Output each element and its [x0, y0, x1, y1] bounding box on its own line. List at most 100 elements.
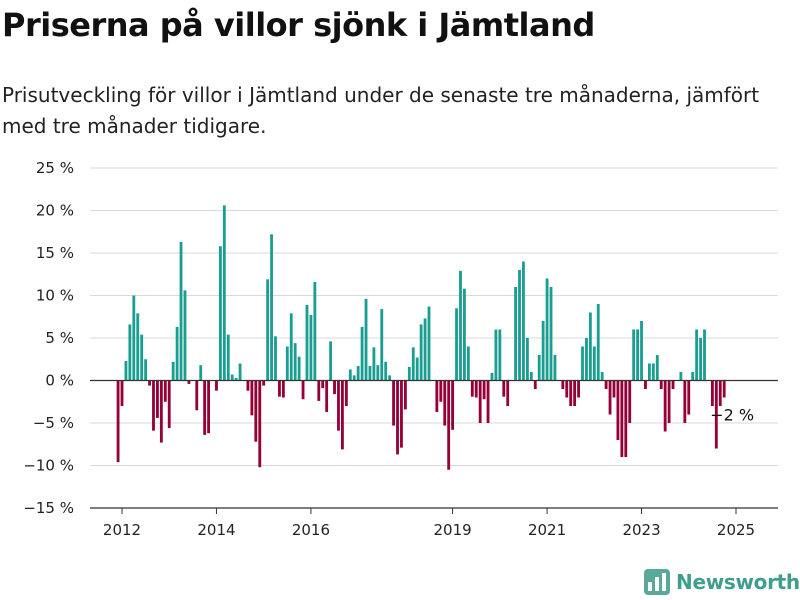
bar	[714, 380, 718, 449]
tick-labels: 25 % 20 % 15 % 10 % 5 % 0 % −5 % −10 % −15 % 2012…	[23, 159, 755, 539]
bar	[187, 380, 191, 384]
bar	[620, 380, 624, 457]
bar	[258, 380, 262, 468]
bar	[246, 380, 250, 391]
bar	[116, 380, 120, 463]
bar	[455, 308, 458, 381]
bar	[427, 306, 431, 381]
bar	[537, 355, 541, 381]
bar	[321, 380, 325, 389]
bar	[651, 363, 655, 381]
bar	[628, 380, 632, 423]
bar	[663, 380, 667, 432]
bar	[659, 380, 663, 389]
bar	[148, 380, 151, 386]
y-tick-label: −10 %	[23, 457, 74, 475]
bar	[600, 372, 604, 381]
bar	[522, 261, 525, 381]
bar	[569, 380, 573, 406]
bar	[278, 380, 281, 397]
bar	[140, 334, 144, 381]
bar	[281, 380, 285, 398]
x-tick-label: 2021	[528, 521, 566, 539]
bar	[159, 380, 163, 443]
bar	[183, 290, 187, 381]
last-value-annotation: −2 %	[710, 406, 754, 425]
bar	[167, 380, 171, 429]
bar	[356, 366, 360, 381]
bar	[270, 234, 273, 381]
bar	[667, 380, 671, 423]
bar	[132, 295, 136, 381]
bar	[687, 380, 691, 415]
bar	[372, 347, 376, 381]
bar	[360, 326, 364, 381]
y-tick-label: 10 %	[36, 287, 74, 305]
bar	[565, 380, 569, 398]
bar	[297, 356, 301, 381]
bar	[695, 329, 699, 381]
bar	[380, 309, 384, 381]
bar	[636, 329, 640, 381]
y-tick-label: −15 %	[23, 499, 74, 517]
bar	[333, 380, 336, 395]
bar	[683, 380, 687, 423]
bar	[443, 380, 447, 426]
bar	[352, 375, 356, 381]
bar	[722, 380, 726, 398]
bar	[632, 329, 636, 381]
y-tick-label: 15 %	[36, 244, 74, 262]
bar	[419, 324, 423, 381]
y-tick-label: 20 %	[36, 202, 74, 220]
bar	[573, 380, 577, 406]
bar	[238, 363, 242, 381]
bar	[470, 380, 474, 397]
bar	[541, 321, 545, 381]
bar	[152, 380, 155, 431]
y-tick-label: 0 %	[45, 372, 74, 390]
bar	[128, 324, 132, 381]
bar	[640, 321, 643, 381]
bar	[285, 346, 289, 381]
bar	[396, 380, 399, 455]
bar	[124, 360, 128, 381]
bar	[388, 375, 392, 381]
bar	[525, 338, 529, 381]
bar	[490, 372, 494, 381]
bar	[498, 329, 502, 381]
bar	[317, 380, 321, 401]
bar	[301, 380, 305, 400]
bar	[293, 343, 297, 381]
bar	[529, 372, 533, 381]
bar	[691, 372, 695, 381]
bar	[435, 380, 439, 412]
bar	[647, 363, 651, 381]
bar	[592, 346, 596, 381]
x-tick-label: 2019	[434, 521, 472, 539]
bars	[116, 205, 726, 470]
bar	[585, 338, 588, 381]
bar	[218, 246, 222, 381]
bar	[344, 380, 348, 406]
bar	[679, 372, 683, 381]
bar	[588, 312, 592, 381]
bar	[171, 361, 175, 381]
bar	[411, 347, 415, 381]
bar	[447, 380, 451, 470]
bar	[577, 380, 580, 398]
bar	[671, 380, 675, 389]
bar	[289, 313, 293, 381]
bar	[616, 380, 620, 440]
bar	[463, 288, 466, 381]
bar	[624, 380, 628, 457]
y-tick-label: 25 %	[36, 159, 74, 177]
bar	[305, 304, 309, 381]
bar	[459, 270, 462, 381]
bar	[254, 380, 258, 442]
bar-chart-icon	[644, 569, 670, 595]
bar	[612, 380, 616, 398]
bar	[561, 380, 565, 389]
bar	[423, 318, 427, 381]
bar	[518, 270, 521, 381]
bar	[710, 380, 714, 406]
